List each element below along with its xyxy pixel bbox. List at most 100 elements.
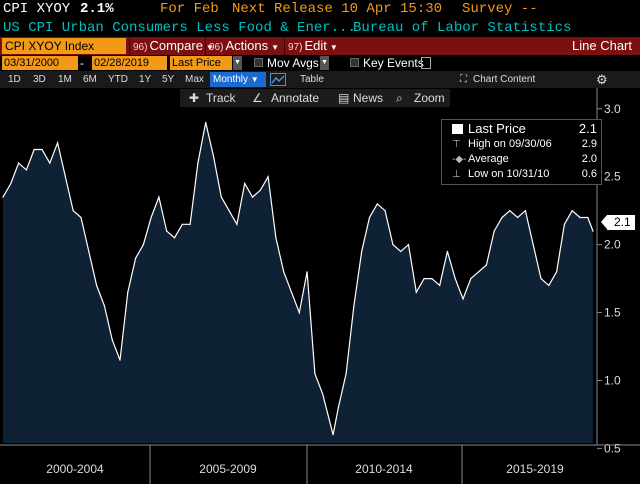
crosshair-icon: ✚ [189, 91, 200, 105]
security-description-row: US CPI Urban Consumers Less Food & Ener.… [0, 19, 640, 37]
chevron-down-icon: ▼ [329, 43, 338, 52]
data-point [197, 162, 199, 164]
mov-avgs-checkbox[interactable] [254, 58, 263, 67]
legend-average: -◆- Average 2.0 [452, 153, 597, 165]
data-point [431, 278, 433, 280]
area-fill [3, 122, 593, 444]
chart-content-icon: ⛶ [460, 74, 467, 85]
data-point [259, 189, 261, 191]
data-point [384, 210, 386, 212]
next-release: Next Release 10 Apr 15:30 [232, 1, 443, 17]
compare-button[interactable]: 96) Compare ▼ [129, 37, 217, 55]
news-icon: ▤ [338, 91, 350, 105]
data-point [212, 155, 215, 157]
data-point [540, 278, 542, 280]
annotate-button[interactable]: Annotate [271, 91, 320, 105]
chevron-down-icon[interactable]: ▼ [320, 56, 329, 70]
data-point [205, 121, 207, 123]
y-tick-label: 2.0 [604, 238, 621, 252]
key-events-label: Key Events [363, 56, 424, 70]
line-chart-icon[interactable] [270, 73, 286, 86]
data-point [18, 162, 20, 164]
function-toolbar: CPI XYOY Index 96) Compare ▼ 96) Actions ▼ 9… [0, 37, 640, 55]
data-point [470, 278, 472, 280]
price-chart[interactable]: 0.5 1.0 1.5 2.0 2.5 3.0 2000-2004 2005-2009 2010… [0, 88, 640, 484]
chart-canvas[interactable]: 0.5 1.0 1.5 2.0 2.5 3.0 2000-2004 2005-2009 2010… [0, 88, 640, 484]
period-1d[interactable]: 1D [8, 74, 21, 85]
security-field[interactable]: CPI XYOY Index [2, 38, 126, 54]
data-point [275, 237, 277, 239]
legend-last-price: Last Price 2.1 [442, 121, 601, 136]
data-point [493, 230, 495, 232]
data-point [400, 250, 402, 252]
data-point [41, 148, 43, 151]
period-1m[interactable]: 1M [58, 74, 72, 85]
start-date-input[interactable]: 03/31/2000 [2, 56, 78, 70]
data-point [462, 298, 464, 300]
data-point [579, 216, 581, 219]
x-tick-label: 2015-2019 [506, 462, 564, 476]
actions-button[interactable]: 96) Actions ▼ [205, 37, 282, 55]
y-tick-label: 3.0 [604, 102, 621, 116]
data-point [337, 407, 339, 409]
data-point [10, 182, 12, 185]
data-point [571, 210, 573, 212]
period-3d[interactable]: 3D [33, 74, 46, 85]
data-point [72, 210, 74, 212]
table-button[interactable]: Table [300, 74, 324, 85]
zoom-button[interactable]: Zoom [414, 91, 445, 105]
data-point [454, 278, 456, 280]
average-marker-icon: -◆- [452, 154, 467, 165]
data-point [509, 210, 511, 212]
series-swatch [452, 124, 463, 134]
end-date-input[interactable]: 02/28/2019 [92, 56, 167, 70]
data-point [173, 237, 176, 239]
data-point [485, 264, 487, 266]
data-point [353, 305, 355, 307]
data-point [368, 216, 371, 219]
survey: Survey -- [462, 1, 538, 17]
period-1y[interactable]: 1Y [139, 74, 152, 85]
chevron-down-icon[interactable]: ▼ [233, 56, 242, 70]
field-select[interactable]: Last Price [170, 56, 232, 70]
period-ytd[interactable]: YTD [108, 74, 128, 85]
news-button[interactable]: News [353, 91, 384, 105]
data-point [392, 244, 394, 246]
data-point [228, 210, 230, 212]
chart-content-button[interactable]: Chart Content [473, 74, 536, 85]
chart-legend[interactable]: Last Price 2.1 ⊤ High on 09/30/06 2.9 -◆… [441, 119, 602, 185]
edit-button[interactable]: 97) Edit ▼ [284, 37, 341, 55]
last-price-tag: 2.1 [601, 215, 635, 230]
date-separator: - [80, 56, 84, 70]
data-point [64, 176, 66, 178]
data-point [298, 312, 300, 314]
period-5y[interactable]: 5Y [162, 74, 175, 85]
period-max[interactable]: Max [185, 74, 204, 85]
data-point [306, 271, 308, 273]
track-button[interactable]: Track [206, 91, 236, 105]
period-6m[interactable]: 6M [83, 74, 97, 85]
gear-icon[interactable]: ⚙ [596, 72, 608, 87]
chevron-down-icon: ▼ [205, 43, 214, 52]
chart-tools: ✚ Track ∠ Annotate ▤ News ⌕ Zoom [180, 89, 450, 107]
frequency-select[interactable]: Monthly ▼ [210, 72, 266, 87]
data-point [2, 196, 4, 198]
data-point [150, 216, 152, 219]
data-point [592, 230, 594, 232]
chart-type-label[interactable]: Line Chart [572, 38, 632, 53]
x-tick-label: 2005-2009 [199, 462, 257, 476]
data-point [166, 230, 168, 232]
data-point [290, 291, 293, 293]
data-point [501, 216, 503, 219]
data-point [283, 271, 285, 273]
period-bar: 1D 3D 1M 6M YTD 1Y 5Y Max Monthly ▼ Tabl… [0, 71, 640, 88]
release-period: For Feb [160, 1, 219, 17]
data-point [80, 216, 82, 219]
data-point [103, 305, 105, 307]
external-link-icon[interactable] [421, 57, 431, 69]
data-point [135, 257, 137, 259]
search-icon: ⌕ [396, 91, 403, 105]
data-point [314, 373, 316, 375]
security-description: US CPI Urban Consumers Less Food & Ener.… [3, 20, 356, 36]
key-events-checkbox[interactable] [350, 58, 359, 67]
